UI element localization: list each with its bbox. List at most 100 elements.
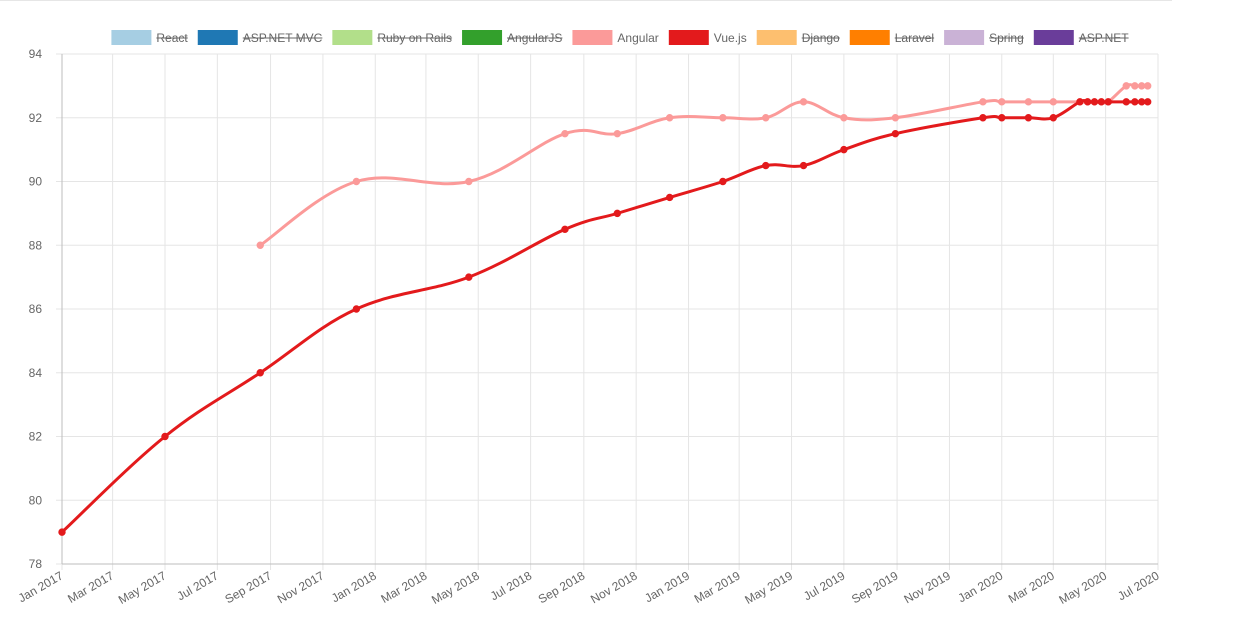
x-tick-label: Jan 2017 (16, 568, 66, 605)
legend-item-asp-net[interactable]: ASP.NET (1033, 30, 1129, 45)
data-point[interactable] (161, 432, 169, 441)
legend-swatch (756, 30, 797, 45)
data-point[interactable] (719, 177, 727, 186)
series-angular (256, 82, 1152, 249)
data-point[interactable] (1122, 82, 1130, 90)
y-tick-label: 82 (29, 430, 43, 444)
x-tick-label: Nov 2019 (901, 568, 953, 606)
data-point[interactable] (998, 114, 1006, 122)
data-point[interactable] (1137, 98, 1146, 106)
data-point[interactable] (891, 114, 900, 122)
legend-item-vue-js[interactable]: Vue.js (668, 30, 747, 45)
legend-swatch (1033, 30, 1074, 45)
y-tick-label: 78 (29, 557, 43, 571)
data-point[interactable] (891, 129, 900, 138)
data-point[interactable] (762, 161, 770, 170)
data-point[interactable] (1083, 98, 1092, 106)
data-point[interactable] (799, 161, 808, 170)
data-point[interactable] (1049, 98, 1057, 106)
legend-item-asp-net-mvc[interactable]: ASP.NET MVC (197, 30, 323, 45)
legend-item-ruby-on-rails[interactable]: Ruby on Rails (332, 30, 453, 45)
legend-swatch (197, 30, 238, 45)
legend-label: Vue.js (714, 31, 747, 45)
x-tick-label: Sep 2019 (849, 568, 901, 606)
legend-swatch (462, 30, 503, 45)
data-point[interactable] (998, 98, 1006, 106)
series-line (259, 83, 1148, 247)
data-point[interactable] (1024, 98, 1033, 106)
legend-label: Angular (617, 31, 658, 45)
x-tick-label: Jan 2018 (329, 568, 379, 605)
chart-grid (56, 53, 1159, 570)
x-tick-label: Jul 2018 (488, 568, 535, 603)
data-point[interactable] (1131, 98, 1139, 106)
data-point[interactable] (799, 98, 808, 106)
data-point[interactable] (1144, 82, 1152, 90)
y-tick-label: 94 (29, 47, 43, 61)
data-point[interactable] (762, 114, 770, 122)
data-point[interactable] (979, 114, 987, 122)
data-point[interactable] (979, 98, 987, 106)
y-tick-label: 92 (29, 111, 43, 125)
data-point[interactable] (256, 369, 264, 377)
x-tick-label: Jan 2019 (642, 568, 692, 605)
legend-swatch (668, 30, 709, 45)
data-point[interactable] (1097, 98, 1106, 106)
legend-item-angularjs[interactable]: AngularJS (462, 30, 563, 45)
data-point[interactable] (352, 177, 361, 186)
y-tick-label: 84 (29, 366, 43, 380)
data-point[interactable] (613, 209, 621, 218)
data-point[interactable] (1024, 114, 1033, 122)
x-tick-label: Mar 2019 (692, 568, 743, 606)
data-point[interactable] (465, 177, 473, 186)
data-point[interactable] (665, 193, 674, 202)
legend-swatch (944, 30, 985, 45)
x-tick-label: May 2019 (742, 568, 795, 607)
chart-series (58, 82, 1152, 536)
data-point[interactable] (256, 241, 264, 249)
legend-item-laravel[interactable]: Laravel (849, 30, 935, 45)
legend-item-spring[interactable]: Spring (944, 30, 1024, 45)
x-tick-label: May 2017 (116, 568, 169, 607)
data-point[interactable] (465, 273, 473, 281)
data-point[interactable] (1137, 82, 1146, 90)
data-point[interactable] (1049, 114, 1057, 122)
top-divider (0, 0, 1172, 1)
series-line (60, 99, 1148, 534)
data-point[interactable] (561, 129, 569, 138)
data-point[interactable] (840, 145, 848, 154)
data-point[interactable] (352, 305, 361, 313)
x-tick-label: Sep 2018 (536, 568, 588, 606)
legend-item-react[interactable]: React (111, 30, 188, 45)
legend-swatch (572, 30, 613, 45)
x-tick-label: Jul 2020 (1115, 568, 1162, 603)
data-point[interactable] (613, 129, 621, 138)
x-tick-label: Nov 2018 (588, 568, 640, 606)
data-point[interactable] (58, 528, 66, 536)
data-point[interactable] (1090, 98, 1099, 106)
data-point[interactable] (1144, 98, 1152, 106)
legend-swatch (849, 30, 890, 45)
legend-item-django[interactable]: Django (756, 30, 840, 45)
x-tick-label: Sep 2017 (223, 568, 275, 606)
data-point[interactable] (665, 114, 674, 122)
x-tick-label: Jan 2020 (956, 568, 1006, 605)
data-point[interactable] (1076, 98, 1084, 106)
x-tick-label: Mar 2020 (1006, 568, 1057, 606)
y-tick-label: 88 (29, 238, 43, 252)
data-point[interactable] (1104, 98, 1112, 106)
data-point[interactable] (1131, 82, 1139, 90)
data-point[interactable] (1122, 98, 1130, 106)
x-tick-label: Mar 2017 (65, 568, 116, 606)
data-point[interactable] (561, 225, 569, 234)
chart-legend[interactable]: React ASP.NET MVC Ruby on Rails AngularJS An… (111, 30, 1129, 45)
y-tick-label: 80 (29, 493, 43, 507)
legend-item-angular[interactable]: Angular (572, 30, 659, 45)
x-tick-label: May 2018 (429, 568, 482, 607)
x-tick-label: Nov 2017 (275, 568, 327, 606)
y-tick-label: 86 (29, 302, 43, 316)
data-point[interactable] (719, 114, 727, 122)
y-tick-label: 90 (29, 175, 43, 189)
data-point[interactable] (840, 114, 848, 122)
